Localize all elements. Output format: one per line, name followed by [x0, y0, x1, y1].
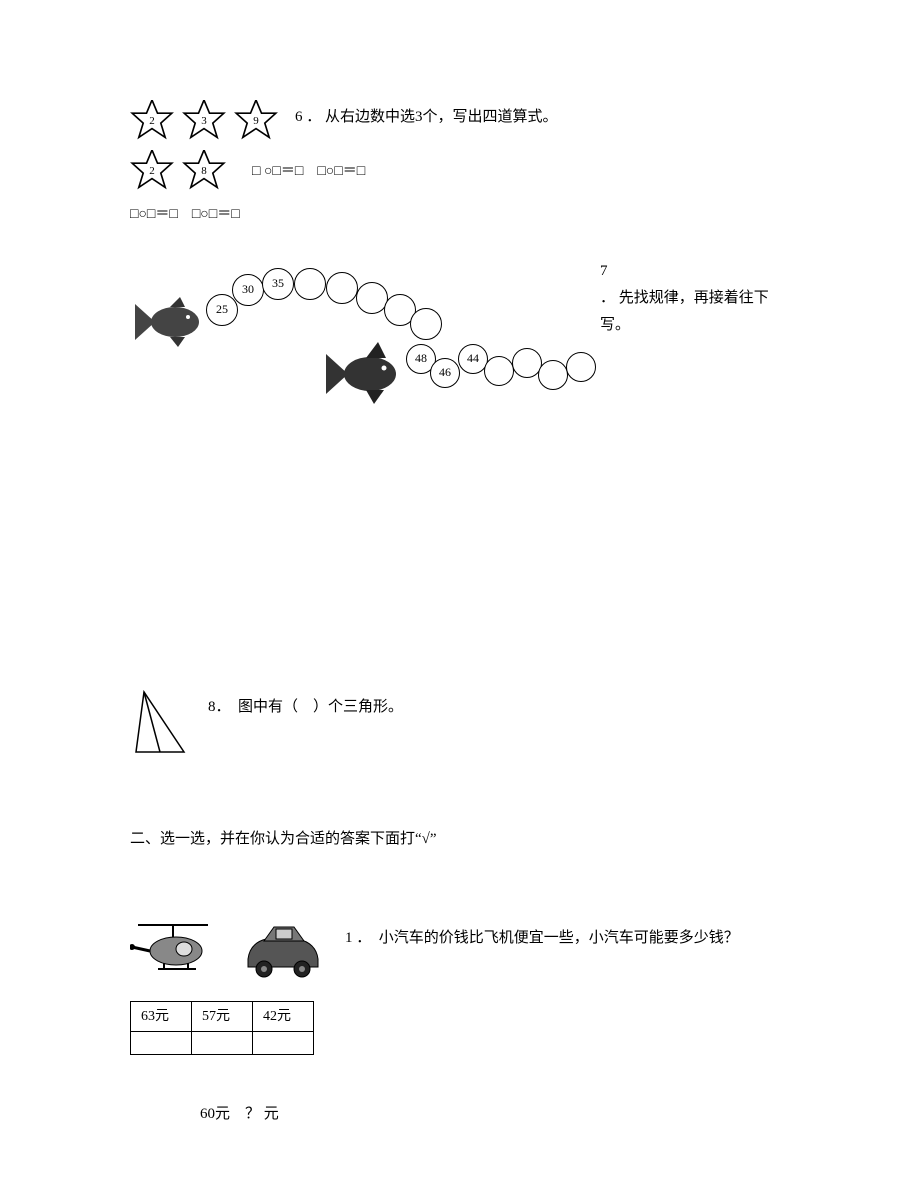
triangle-icon	[130, 688, 190, 756]
helicopter-icon	[130, 913, 220, 983]
q6-equations-1: □ ○□＝□ □○□＝□	[252, 159, 365, 184]
q6-equations-2: □○□＝□ □○□＝□	[130, 202, 790, 227]
price-answer-cell[interactable]	[131, 1032, 192, 1055]
bubble: 25	[206, 294, 238, 326]
fish-icon	[130, 292, 210, 352]
star-icon: 8	[182, 150, 226, 194]
car-icon	[238, 913, 328, 983]
question-6: 2 3 9 6 ． 从右边数中选3个，写出四道算式。 2 8 □ ○□＝□ □○…	[130, 100, 790, 240]
question-s2-1: 1 ． 小汽车的价钱比飞机便宜一些，小汽车可能要多少钱？ 63元 57元 42元…	[130, 913, 790, 1128]
bubble	[326, 272, 358, 304]
fish-bubble-diagram: 25 30 35 48 46 44	[130, 258, 590, 428]
star-number: 2	[149, 112, 155, 132]
price-option: 57元	[192, 1002, 253, 1032]
star-icon: 9	[234, 100, 278, 144]
star-number: 2	[149, 162, 155, 182]
q7-number: 7	[600, 258, 780, 285]
q1b-prompt: 1 ． 小汽车的价钱比飞机便宜一些，小汽车可能要多少钱？	[345, 925, 739, 952]
star-icon: 3	[182, 100, 226, 144]
star-row-2: 2 8 □ ○□＝□ □○□＝□	[130, 150, 790, 194]
fish-icon	[320, 336, 410, 406]
bubble	[566, 352, 596, 382]
bubble: 35	[262, 268, 294, 300]
bubble	[410, 308, 442, 340]
star-number: 9	[253, 112, 259, 132]
bubble	[484, 356, 514, 386]
bubble	[538, 360, 568, 390]
bubble	[294, 268, 326, 300]
q7-prompt: ． 先找规律，再接着往下写。	[600, 285, 780, 339]
star-number: 3	[201, 112, 207, 132]
price-option: 63元	[131, 1002, 192, 1032]
section-2-title: 二、选一选，并在你认为合适的答案下面打“√”	[130, 826, 790, 853]
star-icon: 2	[130, 100, 174, 144]
price-table: 63元 57元 42元	[130, 1001, 314, 1055]
bubble: 46	[430, 358, 460, 388]
q7-text: 7 ． 先找规律，再接着往下写。	[600, 258, 780, 339]
q6-prompt: 6 ． 从右边数中选3个，写出四道算式。	[295, 104, 558, 131]
price-answer-cell[interactable]	[192, 1032, 253, 1055]
question-7: 25 30 35 48 46 44	[130, 258, 790, 428]
star-icon: 2	[130, 150, 174, 194]
star-number: 8	[201, 162, 207, 182]
q8-prompt: 8． 图中有（ ）个三角形。	[208, 694, 403, 721]
price-option: 42元	[253, 1002, 314, 1032]
question-8: 8． 图中有（ ）个三角形。	[130, 688, 790, 756]
bubble: 30	[232, 274, 264, 306]
price-answer-cell[interactable]	[253, 1032, 314, 1055]
bottom-price-text: 60元 ？ 元	[200, 1101, 790, 1128]
